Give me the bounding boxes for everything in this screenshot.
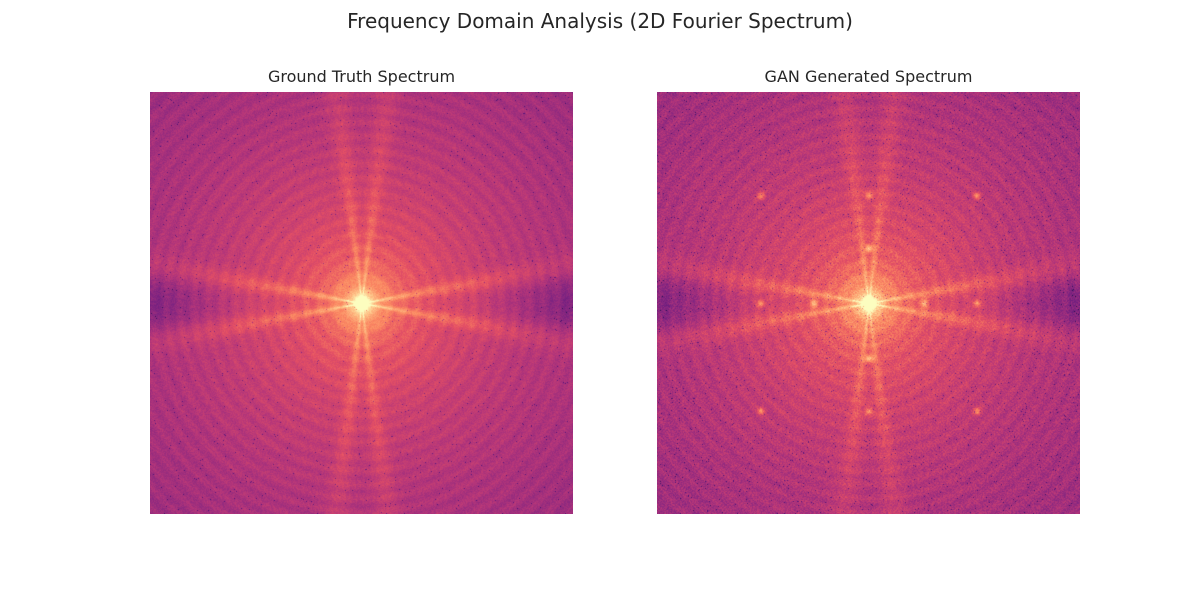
ground-truth-spectrum-heatmap (150, 92, 573, 514)
figure-title: Frequency Domain Analysis (2D Fourier Sp… (347, 9, 853, 33)
ground-truth-panel: Ground Truth Spectrum (150, 65, 573, 514)
ground-truth-title: Ground Truth Spectrum (267, 67, 456, 86)
gan-panel: GAN Generated Spectrum (657, 65, 1080, 514)
gan-title: GAN Generated Spectrum (764, 67, 973, 86)
gan-spectrum-heatmap (657, 92, 1080, 514)
